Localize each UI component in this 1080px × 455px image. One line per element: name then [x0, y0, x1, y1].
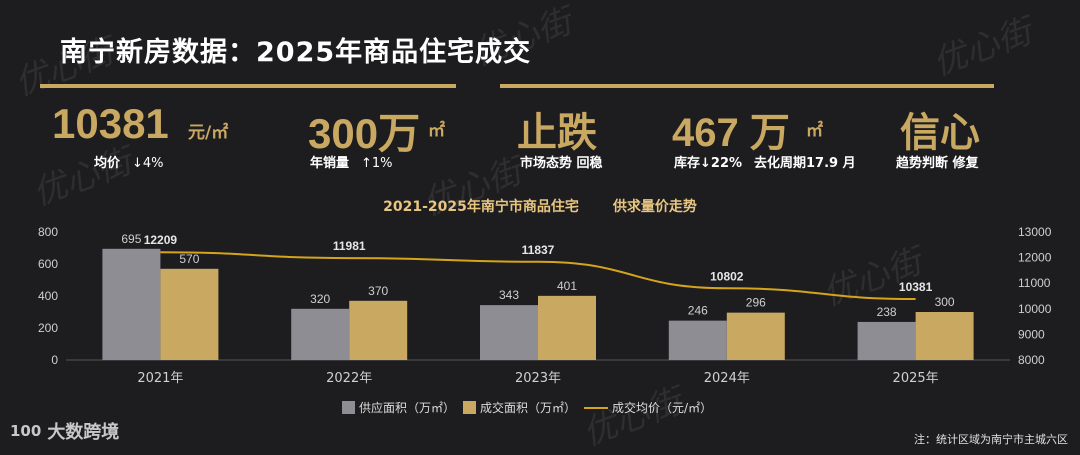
- page-title: 南宁新房数据：2025年商品住宅成交: [60, 37, 532, 68]
- bar-supply-label: 343: [499, 288, 519, 302]
- y-left-tick-label: 400: [38, 289, 58, 303]
- y-left-tick-label: 200: [38, 321, 58, 335]
- chart-title-right: 供求量价走势: [612, 199, 697, 215]
- brand-logo: 100 大数跨境: [10, 418, 119, 444]
- chart-title-left: 2021-2025年南宁市商品住宅: [383, 199, 579, 215]
- line-price-label: 10381: [899, 280, 933, 294]
- kpi-price-label-text: 均价: [94, 156, 121, 171]
- kpi-stock-unit: ㎡: [806, 121, 823, 141]
- bar-deal: [160, 268, 219, 360]
- bar-deal-label: 300: [935, 295, 955, 309]
- kpi-stock-period: 去化周期17.9 月: [754, 156, 856, 171]
- logo-name: 大数跨境: [47, 422, 120, 443]
- y-left-tick-label: 0: [51, 353, 58, 367]
- divider-left: [40, 84, 456, 88]
- bar-supply-label: 320: [310, 292, 330, 306]
- bar-supply: [857, 321, 916, 360]
- y-right-tick-label: 9000: [1018, 327, 1045, 341]
- divider-right: [500, 84, 994, 88]
- bar-supply: [668, 320, 727, 360]
- bar-deal: [915, 312, 974, 360]
- line-price-label: 12209: [144, 233, 178, 247]
- x-tick-label: 2022年: [326, 371, 372, 386]
- legend-item-deal: 成交面积（万㎡）: [463, 399, 576, 416]
- kpi-market-label: 市场态势 回稳: [520, 156, 603, 171]
- kpi-price-unit: 元/㎡: [188, 123, 229, 143]
- kpi-sales-value: 300万: [308, 110, 421, 157]
- legend-swatch-supply: [342, 401, 355, 414]
- bar-supply-label: 238: [877, 305, 897, 319]
- bar-supply: [102, 248, 161, 360]
- kpi-price-label: 均价 ↓4%: [94, 152, 164, 171]
- x-tick-label: 2024年: [704, 371, 750, 386]
- bar-deal: [349, 300, 408, 360]
- legend-swatch-price: [584, 406, 609, 409]
- line-price-label: 11981: [333, 239, 366, 253]
- y-right-tick-label: 13000: [1018, 225, 1052, 239]
- bar-deal: [538, 295, 596, 360]
- x-tick-label: 2025年: [893, 371, 939, 386]
- logo-mark: 100: [10, 422, 42, 440]
- legend-label-supply: 供应面积（万㎡）: [359, 401, 456, 415]
- line-price-label: 10802: [710, 269, 744, 283]
- chart-title: 2021-2025年南宁市商品住宅 供求量价走势: [0, 196, 1080, 216]
- y-left-tick-label: 600: [38, 257, 58, 271]
- x-tick-label: 2023年: [515, 371, 561, 386]
- legend-swatch-deal: [463, 401, 477, 414]
- kpi-stock-label: 库存↓22% 去化周期17.9 月: [674, 152, 856, 171]
- legend-item-supply: 供应面积（万㎡）: [342, 399, 455, 416]
- kpi-sales-unit: ㎡: [428, 121, 445, 141]
- bar-supply-label: 246: [688, 304, 708, 318]
- legend-label-deal: 成交面积（万㎡）: [480, 401, 577, 415]
- kpi-market-value: 止跌: [517, 111, 597, 155]
- kpi-stock-value: 467 万: [672, 111, 790, 155]
- line-price: [160, 251, 916, 301]
- bar-supply-label: 695: [121, 232, 141, 246]
- kpi-stock-label-text: 库存↓22%: [674, 156, 743, 171]
- x-tick-label: 2021年: [137, 371, 183, 386]
- kpi-sales-label: 年销量 ↑1%: [310, 152, 393, 171]
- bar-supply: [291, 308, 350, 360]
- legend-item-price: 成交均价（元/㎡）: [584, 399, 712, 416]
- line-price-label: 11837: [522, 243, 555, 257]
- bar-deal-label: 296: [746, 296, 766, 310]
- kpi-trend-label: 趋势判断 修复: [896, 156, 979, 171]
- y-right-tick-label: 11000: [1018, 276, 1051, 290]
- bar-deal-label: 570: [179, 252, 199, 266]
- chart-legend: 供应面积（万㎡） 成交面积（万㎡） 成交均价（元/㎡）: [342, 399, 720, 416]
- y-right-tick-label: 8000: [1018, 353, 1045, 367]
- kpi-price-value: 10381: [52, 100, 169, 147]
- bar-supply: [480, 305, 538, 360]
- y-right-tick-label: 10000: [1018, 302, 1052, 316]
- y-left-tick-label: 800: [38, 225, 58, 239]
- footnote: 注：统计区域为南宁市主城六区: [914, 433, 1068, 446]
- bar-deal-label: 401: [557, 279, 577, 293]
- bar-deal-label: 370: [368, 284, 388, 298]
- bar-deal: [726, 312, 785, 360]
- y-right-tick-label: 12000: [1018, 251, 1052, 265]
- kpi-sales-label-text: 年销量: [310, 156, 350, 171]
- kpi-price-change: ↓4%: [132, 156, 164, 171]
- kpi-trend-value: 信心: [900, 111, 980, 155]
- legend-label-price: 成交均价（元/㎡）: [612, 401, 713, 415]
- kpi-sales-change: ↑1%: [361, 156, 393, 171]
